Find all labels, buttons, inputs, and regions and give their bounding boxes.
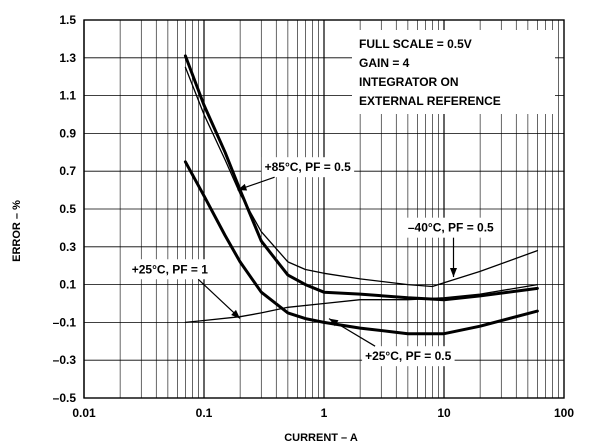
annotations: +85°C, PF = 0.5 –40°C, PF = 0.5 +25°C, PF …: [128, 157, 498, 367]
arrowhead: [450, 268, 458, 278]
info-line: GAIN = 4: [359, 56, 410, 70]
arrowhead: [237, 183, 248, 191]
annotation-label: +85°C, PF = 0.5: [265, 160, 352, 174]
y-axis-label: ERROR – %: [11, 200, 23, 262]
series-layer: [183, 54, 539, 336]
x-tick-label: 100: [554, 406, 574, 420]
y-tick-label: 0.9: [59, 126, 76, 140]
series-line: [183, 160, 539, 336]
annotation-bg: [362, 346, 455, 367]
info-text: FULL SCALE = 0.5V GAIN = 4 INTEGRATOR ON EX…: [359, 37, 501, 108]
annotation-bg: [128, 259, 212, 280]
y-tick-label: 1.1: [59, 89, 76, 103]
y-tick-label: 0.7: [59, 164, 76, 178]
y-tick-label: –0.3: [53, 353, 77, 367]
series-line: [184, 66, 539, 288]
info-line: FULL SCALE = 0.5V: [359, 37, 472, 51]
x-tick-label: 10: [437, 406, 451, 420]
y-tick-label: 1.5: [59, 13, 76, 27]
series-line: [184, 283, 539, 324]
arrowhead: [231, 309, 241, 319]
plot-border: [83, 19, 565, 399]
x-tick-label: 0.01: [72, 406, 96, 420]
annotation-bg: [404, 217, 498, 238]
y-tick-label: 0.3: [59, 240, 76, 254]
annotation-leader: [197, 278, 241, 320]
annotation-label: +25°C, PF = 1: [132, 262, 208, 276]
info-box: [352, 30, 555, 114]
annotation-label: +25°C, PF = 0.5: [365, 349, 452, 363]
y-tick-label: 0.1: [59, 278, 76, 292]
y-tick-label: –0.1: [53, 315, 77, 329]
x-axis-label: CURRENT – A: [284, 432, 358, 444]
info-line: EXTERNAL REFERENCE: [359, 94, 501, 108]
tick-labels: 0.01 0.1 1 10 100 –0.5 –0.3 –0.1 0.1 0.3 0.5 0.7 0.9…: [53, 13, 575, 420]
annotation-label: –40°C, PF = 0.5: [408, 221, 494, 235]
info-line: INTEGRATOR ON: [359, 75, 459, 89]
annotation-bg: [261, 157, 355, 178]
y-tick-label: 1.3: [59, 51, 76, 65]
x-tick-label: 0.1: [196, 406, 213, 420]
y-tick-label: 0.5: [59, 202, 76, 216]
x-tick-label: 1: [321, 406, 328, 420]
arrowhead: [328, 318, 339, 327]
y-tick-label: –0.5: [53, 391, 77, 405]
series-line: [183, 54, 539, 302]
